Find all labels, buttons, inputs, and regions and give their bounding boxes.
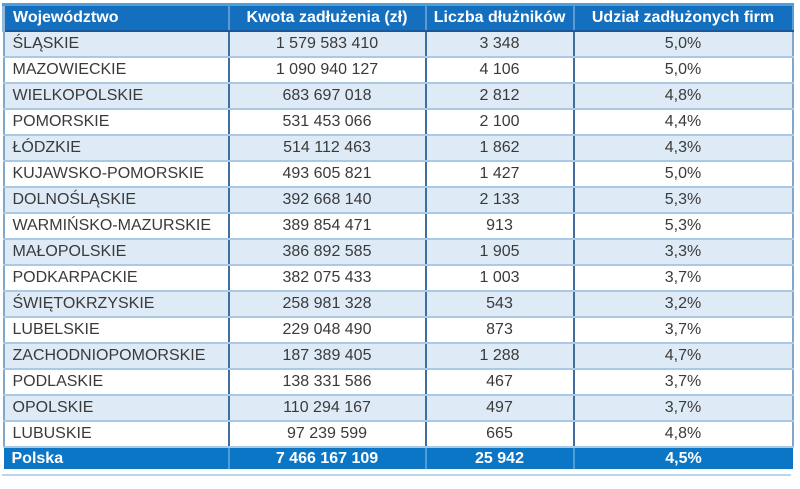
total-value-cell: 7 466 167 109 [227, 447, 426, 469]
voivodeship-name-cell: PODLASKIE [2, 369, 229, 396]
table-cell: 1 905 [424, 239, 574, 266]
table-cell: 3,7% [572, 317, 794, 344]
table-cell: 2 812 [424, 83, 574, 110]
table-cell: 3,7% [572, 265, 794, 292]
table-cell: 2 133 [424, 187, 574, 214]
total-value-cell: 4,5% [572, 447, 793, 469]
column-header-2: Liczba dłużników [424, 3, 574, 32]
table-cell: 1 579 583 410 [227, 31, 426, 58]
table-cell: 3 348 [424, 31, 574, 58]
table-cell: 258 981 328 [227, 291, 426, 318]
table-cell: 665 [424, 421, 574, 448]
table-cell: 4,3% [572, 135, 794, 162]
table-cell: 683 697 018 [227, 83, 426, 110]
table-cell: 913 [424, 213, 574, 240]
header-row: Województwo Kwota zadłużenia (zł) Liczba d… [2, 3, 794, 32]
table-cell: 3,7% [572, 395, 794, 422]
voivodeship-name-cell: WIELKOPOLSKIE [2, 83, 229, 110]
total-value-cell: 25 942 [424, 447, 574, 469]
table-body: ŚLĄSKIE 1 579 583 410 3 348 5,0% MAZOWIECKIE… [2, 31, 794, 448]
table-header: Województwo Kwota zadłużenia (zł) Liczba d… [2, 3, 794, 32]
total-row: Polska 7 466 167 109 25 942 4,5% [3, 447, 793, 469]
table-cell: 1 090 940 127 [227, 57, 426, 84]
table-cell: 1 862 [424, 135, 574, 162]
voivodeship-name-cell: LUBUSKIE [2, 421, 229, 448]
table-row: POMORSKIE 531 453 066 2 100 4,4% [2, 109, 794, 136]
table-cell: 110 294 167 [227, 395, 426, 422]
voivodeship-name-cell: MAZOWIECKIE [2, 57, 229, 84]
table-cell: 386 892 585 [227, 239, 426, 266]
column-header-1: Kwota zadłużenia (zł) [227, 3, 426, 32]
table-cell: 1 003 [424, 265, 574, 292]
column-header-0: Województwo [2, 3, 229, 32]
table-cell: 5,0% [572, 57, 794, 84]
voivodeship-name-cell: DOLNOŚLĄSKIE [2, 187, 229, 214]
table-cell: 97 239 599 [227, 421, 426, 448]
table-cell: 4,7% [572, 343, 794, 370]
table-cell: 3,3% [572, 239, 794, 266]
table-cell: 382 075 433 [227, 265, 426, 292]
table-row: MAZOWIECKIE 1 090 940 127 4 106 5,0% [2, 57, 794, 84]
table-cell: 5,0% [572, 31, 794, 58]
table-cell: 229 048 490 [227, 317, 426, 344]
voivodeship-name-cell: WARMIŃSKO-MAZURSKIE [2, 213, 229, 240]
table-cell: 497 [424, 395, 574, 422]
voivodeship-name-cell: KUJAWSKO-POMORSKIE [2, 161, 229, 188]
table-cell: 493 605 821 [227, 161, 426, 188]
voivodeship-name-cell: POMORSKIE [2, 109, 229, 136]
table-cell: 4,4% [572, 109, 794, 136]
table-row: OPOLSKIE 110 294 167 497 3,7% [2, 395, 794, 422]
debt-table-page: Województwo Kwota zadłużenia (zł) Liczba d… [2, 3, 794, 476]
table-cell: 5,3% [572, 187, 794, 214]
table-row: ŚWIĘTOKRZYSKIE 258 981 328 543 3,2% [2, 291, 794, 318]
table-cell: 873 [424, 317, 574, 344]
total-label-cell: Polska [3, 447, 229, 469]
table-cell: 4 106 [424, 57, 574, 84]
table-cell: 4,8% [572, 421, 794, 448]
table-cell: 2 100 [424, 109, 574, 136]
table-cell: 467 [424, 369, 574, 396]
table-cell: 5,0% [572, 161, 794, 188]
table-row: LUBELSKIE 229 048 490 873 3,7% [2, 317, 794, 344]
table-cell: 3,7% [572, 369, 794, 396]
table-cell: 4,8% [572, 83, 794, 110]
table-bottom-rule [2, 474, 791, 476]
voivodeship-name-cell: ZACHODNIOPOMORSKIE [2, 343, 229, 370]
voivodeship-name-cell: MAŁOPOLSKIE [2, 239, 229, 266]
table-row: MAŁOPOLSKIE 386 892 585 1 905 3,3% [2, 239, 794, 266]
table-cell: 543 [424, 291, 574, 318]
voivodeship-name-cell: ŁÓDZKIE [2, 135, 229, 162]
table-cell: 392 668 140 [227, 187, 426, 214]
table-row: LUBUSKIE 97 239 599 665 4,8% [2, 421, 794, 448]
table-cell: 389 854 471 [227, 213, 426, 240]
table-cell: 531 453 066 [227, 109, 426, 136]
table-row: PODLASKIE 138 331 586 467 3,7% [2, 369, 794, 396]
table-cell: 514 112 463 [227, 135, 426, 162]
voivodeship-name-cell: ŚLĄSKIE [2, 31, 229, 58]
table-row: KUJAWSKO-POMORSKIE 493 605 821 1 427 5,0% [2, 161, 794, 188]
voivodeship-name-cell: ŚWIĘTOKRZYSKIE [2, 291, 229, 318]
table-row: WARMIŃSKO-MAZURSKIE 389 854 471 913 5,3% [2, 213, 794, 240]
voivodeship-debt-table: Województwo Kwota zadłużenia (zł) Liczba d… [2, 3, 794, 469]
voivodeship-name-cell: PODKARPACKIE [2, 265, 229, 292]
table-row: WIELKOPOLSKIE 683 697 018 2 812 4,8% [2, 83, 794, 110]
voivodeship-name-cell: LUBELSKIE [2, 317, 229, 344]
table-cell: 187 389 405 [227, 343, 426, 370]
voivodeship-name-cell: OPOLSKIE [2, 395, 229, 422]
table-row: PODKARPACKIE 382 075 433 1 003 3,7% [2, 265, 794, 292]
table-cell: 5,3% [572, 213, 794, 240]
table-cell: 3,2% [572, 291, 794, 318]
table-row: ŁÓDZKIE 514 112 463 1 862 4,3% [2, 135, 794, 162]
table-row: ZACHODNIOPOMORSKIE 187 389 405 1 288 4,7% [2, 343, 794, 370]
table-row: ŚLĄSKIE 1 579 583 410 3 348 5,0% [2, 31, 794, 58]
table-row: DOLNOŚLĄSKIE 392 668 140 2 133 5,3% [2, 187, 794, 214]
table-cell: 1 427 [424, 161, 574, 188]
table-cell: 138 331 586 [227, 369, 426, 396]
table-cell: 1 288 [424, 343, 574, 370]
table-footer: Polska 7 466 167 109 25 942 4,5% [3, 447, 793, 469]
column-header-3: Udział zadłużonych firm [572, 3, 794, 32]
